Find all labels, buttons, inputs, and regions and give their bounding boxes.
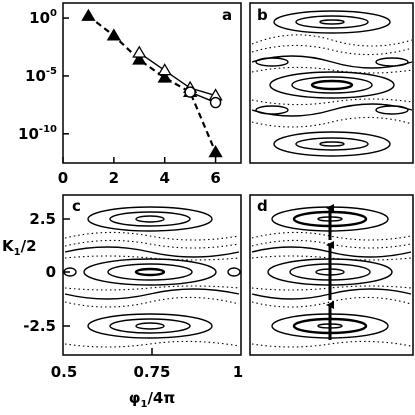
data-point — [208, 145, 223, 158]
orbit — [255, 57, 289, 67]
x-tick-label: 1 — [233, 363, 243, 381]
chaos-band — [251, 340, 412, 348]
panel-c-x-axis: 0.5 0.75 1 φ1/4π — [51, 348, 243, 410]
y-tick-label: 10-5 — [25, 66, 57, 85]
data-point — [132, 45, 147, 58]
panel-a-series — [81, 8, 223, 158]
orbit — [269, 71, 395, 99]
orbit — [135, 215, 165, 223]
orbit — [109, 318, 191, 334]
orbit — [255, 105, 289, 115]
chaos-band — [64, 296, 240, 308]
orbit — [134, 267, 166, 277]
panel-b-frame — [249, 2, 414, 164]
orbit — [273, 10, 391, 34]
orbit — [251, 55, 413, 69]
orbit — [64, 288, 240, 300]
x-tick-label: 0.5 — [51, 363, 78, 381]
orbit — [107, 263, 193, 281]
data-point — [157, 70, 172, 83]
x-tick-label: 0.75 — [133, 363, 170, 381]
chaos-band — [251, 66, 413, 74]
chaos-band — [251, 98, 413, 106]
orbit — [109, 211, 191, 227]
panel-d-letter: d — [257, 197, 268, 215]
panel-d: d — [249, 194, 414, 356]
orbit — [295, 15, 369, 29]
orbit — [273, 131, 391, 157]
orbit — [310, 79, 354, 91]
y-tick-label: 2.5 — [29, 210, 56, 228]
orbit — [64, 246, 240, 258]
chaos-band — [64, 239, 240, 249]
chaos-band — [251, 116, 413, 128]
panel-d-frame — [249, 194, 414, 356]
orbit — [375, 57, 409, 67]
data-point — [184, 86, 196, 98]
panel-b: b — [249, 2, 414, 164]
orbit — [227, 267, 241, 277]
x-tick-label: 6 — [210, 169, 220, 187]
y-tick-label: 10-10 — [18, 124, 57, 143]
panel-b-orbits — [251, 10, 413, 157]
chaos-band — [251, 285, 412, 291]
orbit — [87, 313, 213, 339]
series-line — [87, 15, 217, 153]
orbit — [135, 322, 165, 330]
orbit — [251, 103, 413, 117]
panel-a: a 0 2 4 6 100 10-5 10-10 — [18, 2, 242, 187]
orbit — [291, 76, 373, 94]
data-point — [81, 8, 96, 21]
panel-b-letter: b — [257, 6, 268, 24]
orbit — [87, 206, 213, 232]
orbit — [375, 105, 409, 115]
y-tick-label: -2.5 — [23, 317, 56, 335]
y-tick-label: 0 — [46, 263, 56, 281]
orbit — [83, 258, 217, 286]
panel-c-letter: c — [72, 197, 81, 215]
panel-c: c — [2, 194, 243, 410]
panel-a-letter: a — [222, 6, 232, 24]
panel-c-y-axis: 2.5 0 -2.5 K1/2 — [2, 210, 70, 335]
chaos-band — [64, 231, 240, 241]
chaos-band — [64, 340, 240, 348]
data-point — [209, 96, 222, 109]
y-axis-label: K1/2 — [2, 237, 37, 258]
panel-a-axes: 0 2 4 6 100 10-5 10-10 — [18, 8, 221, 187]
panel-a-frame — [62, 2, 242, 164]
x-tick-label: 0 — [58, 169, 68, 187]
chaos-band — [251, 255, 412, 261]
y-tick-label: 100 — [29, 8, 57, 27]
orbit — [295, 137, 369, 151]
orbit — [319, 141, 345, 147]
chaos-band — [251, 34, 413, 47]
data-point — [106, 28, 121, 41]
panel-c-orbits — [63, 206, 241, 348]
orbit — [319, 19, 345, 25]
chaos-band — [251, 44, 413, 56]
data-point — [157, 63, 172, 76]
x-axis-label: φ1/4π — [129, 389, 175, 410]
series-line — [138, 52, 216, 97]
x-tick-label: 4 — [159, 169, 169, 187]
data-point — [132, 52, 147, 65]
x-tick-label: 2 — [109, 169, 119, 187]
